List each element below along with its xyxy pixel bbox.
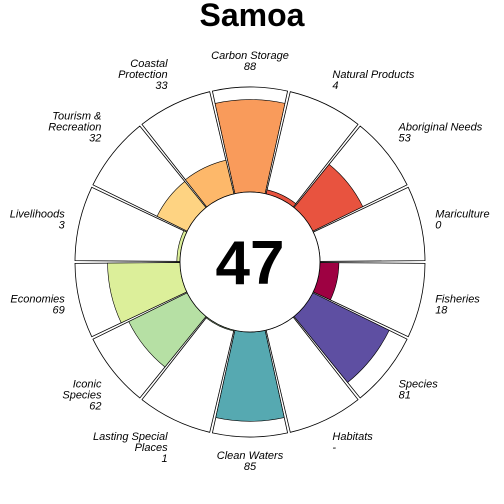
goal-label: Aboriginal Needs 53 [398,122,483,145]
goal-name: Mariculture [435,209,489,221]
goal-label: Coastal Protection 33 [118,58,168,92]
goal-label: Species 81 [399,379,439,402]
goal-label: Natural Products 4 [332,69,414,92]
petals [74,86,426,438]
goal-label: Iconic Species 62 [62,379,102,413]
goal-value: 4 [332,80,338,92]
goal-label: Tourism & Recreation 32 [48,111,101,145]
overall-score: 47 [216,229,285,298]
goal-name: Habitats [332,431,373,443]
goal-label: Clean Waters 85 [217,450,284,473]
chart-title: Samoa [200,0,305,33]
goal-label: Habitats - [332,431,373,454]
goal-name: Species [62,390,102,402]
goal-name: Economies [10,293,65,305]
goal-name: Livelihoods [10,209,66,221]
goal-name: Lasting Special [93,431,168,443]
goal-value: 81 [399,390,411,402]
goal-name: Species [399,379,439,391]
goal-name: Iconic [73,379,102,391]
goal-name: Protection [118,69,168,81]
goal-label: Livelihoods 3 [10,209,66,232]
goal-value: 69 [53,304,65,316]
goal-value: 33 [155,80,168,92]
goal-label: Lasting Special Places 1 [93,431,168,465]
goal-labels: Carbon Storage 88 Natural Products 4 Aborigi… [10,50,490,473]
goal-name: Carbon Storage [211,50,289,62]
goal-name: Aboriginal Needs [398,122,483,134]
goal-label: Carbon Storage 88 [211,50,289,73]
goal-name: Recreation [48,122,101,134]
goal-label: Mariculture 0 [435,209,489,232]
goal-name: Places [135,442,169,454]
goal-value: 3 [59,220,66,232]
goal-name: Coastal [130,58,168,70]
goal-value: 53 [399,133,412,145]
goal-label: Fisheries 18 [435,293,480,316]
center-disc [179,191,321,333]
goal-value: 1 [161,453,167,465]
goal-value: 88 [244,61,257,73]
goal-value: - [332,442,336,454]
goal-name: Tourism & [52,111,101,123]
goal-name: Fisheries [435,293,480,305]
goal-value: 0 [435,220,442,232]
goal-label: Economies 69 [10,293,65,316]
goal-value: 32 [89,133,101,145]
goal-name: Natural Products [332,69,414,81]
goal-value: 85 [244,461,257,473]
goal-name: Clean Waters [217,450,284,462]
goal-value: 62 [89,401,101,413]
goal-value: 18 [435,304,448,316]
